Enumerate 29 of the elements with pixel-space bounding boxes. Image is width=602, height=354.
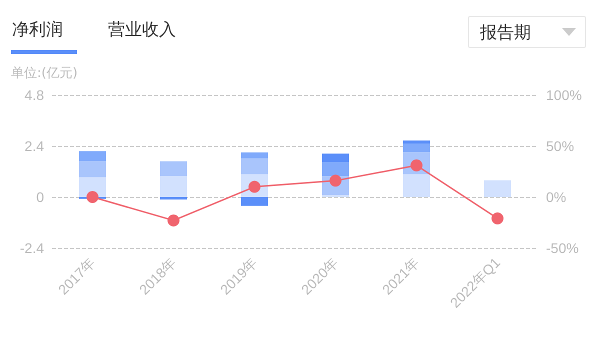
- bar: [79, 151, 106, 162]
- y-tick-label: 4.8: [24, 87, 44, 103]
- y2-tick-label: 50%: [546, 138, 574, 154]
- bar: [160, 197, 187, 200]
- text: 报告期: [480, 22, 531, 44]
- bar: [241, 197, 268, 206]
- bar: [322, 162, 349, 176]
- y-axis-title: 单位:(亿元): [11, 65, 78, 82]
- bar: [322, 154, 349, 162]
- y-tick-label: -2.4: [20, 240, 44, 256]
- bar: [241, 158, 268, 174]
- point: [492, 212, 504, 224]
- bar: [160, 176, 187, 197]
- bar: [403, 140, 430, 144]
- bar: [241, 152, 268, 158]
- text: 营业收入: [108, 19, 176, 41]
- bar: [484, 180, 511, 197]
- text: 净利润: [12, 19, 63, 41]
- bar: [160, 161, 187, 176]
- bar: [403, 143, 430, 152]
- point: [168, 214, 180, 226]
- point: [86, 191, 98, 203]
- bar: [403, 174, 430, 197]
- y-tick-label: 0: [36, 189, 44, 205]
- bar: [79, 161, 106, 178]
- y2-tick-label: -50%: [546, 240, 579, 256]
- y-tick-label: 2.4: [24, 138, 44, 154]
- y2-tick-label: 0%: [546, 189, 566, 205]
- y2-tick-label: 100%: [546, 87, 582, 103]
